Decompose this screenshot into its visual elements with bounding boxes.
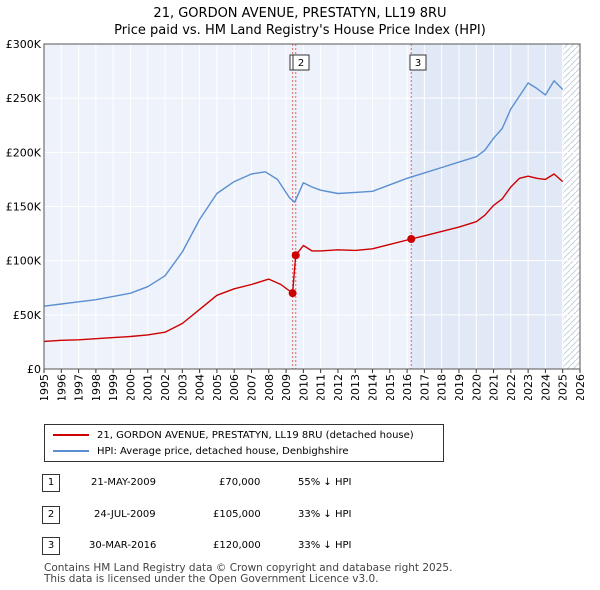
sale-date: 21-MAY-2009	[91, 477, 157, 488]
x-tick-label: 2025	[557, 374, 570, 400]
x-tick-label: 1999	[107, 374, 120, 400]
sale-price: £70,000	[219, 477, 261, 488]
x-tick-label: 1997	[73, 374, 86, 400]
property-price-line	[43, 173, 564, 343]
legend-swatch-property	[53, 434, 89, 436]
x-tick-label: 2018	[436, 374, 449, 400]
y-tick-label: £0	[27, 363, 41, 376]
sale-number-badge: 1	[42, 474, 60, 492]
x-tick-label: 2008	[263, 374, 276, 400]
price-chart: £0 £50K £100K £150K £200K £250K £300K 1995 1996 1…	[6, 38, 587, 400]
x-tick-label: 2017	[418, 374, 431, 400]
x-tick-label: 2021	[488, 374, 501, 400]
sale-hpi-diff: 33% ↓ HPI	[298, 509, 352, 520]
legend-label-property: 21, GORDON AVENUE, PRESTATYN, LL19 8RU (…	[97, 429, 414, 441]
x-tick-label: 2003	[176, 374, 189, 400]
y-tick-label: £300K	[6, 38, 42, 51]
x-tick-label: 1995	[38, 374, 51, 400]
x-tick-label: 1996	[55, 374, 68, 400]
y-tick-label: £200K	[6, 146, 42, 159]
x-tick-label: 2000	[124, 374, 137, 400]
x-tick-label: 2007	[245, 374, 258, 400]
hpi-line	[43, 80, 564, 307]
x-tick-label: 2019	[453, 374, 466, 400]
x-tick-label: 2022	[505, 374, 518, 400]
chart-legend: 21, GORDON AVENUE, PRESTATYN, LL19 8RU (…	[44, 424, 444, 462]
chart-subtitle: Price paid vs. HM Land Registry's House …	[114, 23, 486, 38]
sale-date: 30-MAR-2016	[89, 540, 157, 551]
legend-swatch-hpi	[53, 450, 89, 452]
x-tick-label: 2001	[142, 374, 155, 400]
y-tick-label: £250K	[6, 92, 42, 105]
x-tick-label: 2016	[401, 374, 414, 400]
x-tick-label: 2024	[539, 374, 552, 400]
marker-label: 3	[415, 58, 421, 69]
sale-number-badge: 2	[42, 506, 60, 524]
chart-title: 21, GORDON AVENUE, PRESTATYN, LL19 8RU	[153, 6, 447, 21]
plot-border	[43, 43, 581, 370]
x-tick-label: 2009	[280, 374, 293, 400]
x-tick-label: 2006	[228, 374, 241, 400]
legend-entry-hpi: HPI: Average price, detached house, Denb…	[53, 443, 348, 459]
x-tick-label: 2005	[211, 374, 224, 400]
sale-point	[291, 251, 300, 260]
footer-licence: This data is licensed under the Open Gov…	[44, 573, 379, 585]
x-tick-label: 2010	[297, 374, 310, 400]
marker-label: 2	[298, 58, 304, 69]
legend-entry-property: 21, GORDON AVENUE, PRESTATYN, LL19 8RU (…	[53, 427, 414, 443]
x-tick-label: 1998	[90, 374, 103, 400]
legend-label-hpi: HPI: Average price, detached house, Denb…	[97, 445, 349, 457]
sale-price: £120,000	[213, 540, 261, 551]
sale-point	[288, 289, 297, 298]
x-tick-label: 2012	[332, 374, 345, 400]
y-tick-label: £50K	[13, 309, 42, 322]
sale-price: £105,000	[213, 509, 261, 520]
x-tick-label: 2013	[349, 374, 362, 400]
x-tick-label: 2026	[574, 374, 587, 400]
y-tick-label: £100K	[6, 255, 42, 268]
x-tick-label: 2002	[159, 374, 172, 400]
x-tick-label: 2020	[470, 374, 483, 400]
marker-label-box	[292, 54, 310, 71]
x-tick-label: 2014	[367, 374, 380, 400]
marker-label-box	[409, 54, 427, 71]
x-tick-label: 2004	[194, 374, 207, 400]
sale-hpi-diff: 55% ↓ HPI	[298, 477, 352, 488]
x-tick-label: 2011	[315, 374, 328, 400]
sale-number-badge: 3	[42, 537, 60, 555]
y-tick-label: £150K	[6, 201, 42, 214]
x-tick-label: 2023	[522, 374, 535, 400]
sale-date: 24-JUL-2009	[94, 509, 156, 520]
footer-copyright: Contains HM Land Registry data © Crown c…	[44, 562, 453, 574]
sale-point	[407, 235, 416, 243]
x-tick-label: 2015	[384, 374, 397, 400]
sale-hpi-diff: 33% ↓ HPI	[298, 540, 352, 551]
